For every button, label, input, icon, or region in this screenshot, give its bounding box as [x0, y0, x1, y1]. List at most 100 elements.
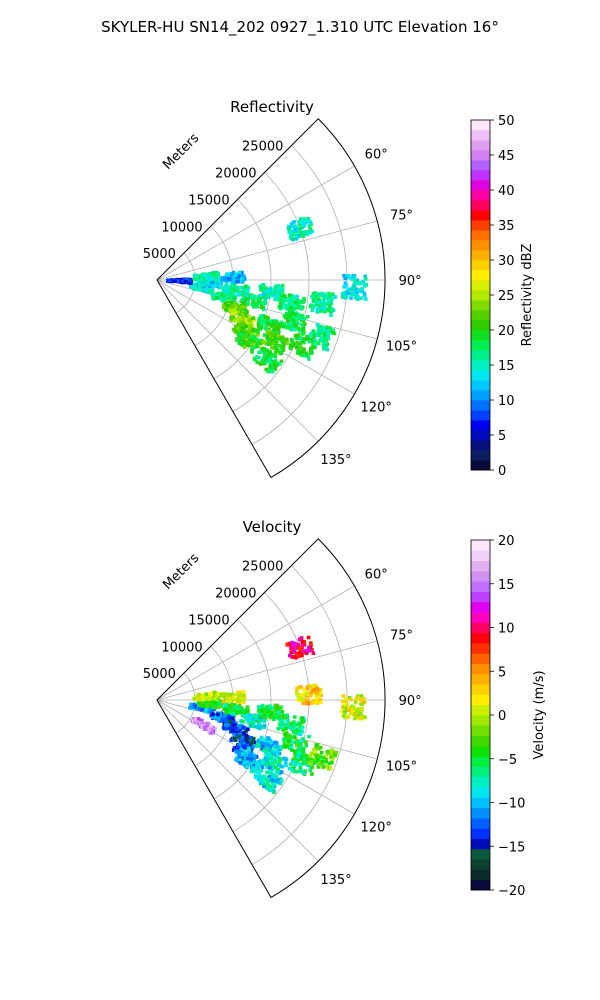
- echo-gate: [351, 287, 355, 291]
- echo-gate: [289, 745, 293, 749]
- echo-gate: [272, 715, 277, 719]
- echo-gate: [221, 699, 225, 704]
- echo-gate: [268, 704, 272, 708]
- colorbar-swatch: [471, 817, 490, 829]
- echo-gate: [290, 748, 294, 752]
- echo-gate: [237, 703, 242, 708]
- echo-gate: [251, 761, 255, 766]
- colorbar-swatch: [471, 581, 490, 592]
- echo-gate: [327, 303, 332, 307]
- echo-gate: [290, 767, 294, 772]
- colorbar-swatch: [471, 390, 490, 401]
- echo-gate: [295, 346, 299, 350]
- echo-gate: [256, 705, 261, 709]
- echo-gate: [238, 323, 243, 327]
- echo-gate: [246, 343, 250, 348]
- echo-gate: [214, 296, 219, 300]
- echo-gate: [239, 342, 244, 346]
- echo-gate: [250, 757, 255, 761]
- echo-gate: [219, 719, 224, 723]
- colorbar-swatch: [471, 160, 490, 171]
- echo-gate: [293, 228, 297, 232]
- colorbar-swatch: [471, 140, 490, 151]
- echo-gate: [229, 273, 233, 278]
- echo-gate: [213, 715, 218, 719]
- echo-gate: [280, 346, 284, 350]
- echo-gate: [232, 308, 236, 313]
- reflectivity-range-ticks: 5000 10000 15000 20000 25000: [143, 140, 284, 263]
- echo-gate: [311, 295, 316, 300]
- echo-gate: [234, 738, 238, 742]
- echo-gate: [263, 357, 268, 362]
- colorbar-swatch: [471, 120, 490, 131]
- echo-gate: [201, 282, 205, 287]
- echo-gate: [299, 317, 303, 321]
- echo-gate: [323, 309, 327, 314]
- echo-gate: [271, 359, 275, 364]
- echo-gate: [351, 274, 355, 278]
- echo-gate: [279, 324, 284, 328]
- echo-gate: [314, 693, 318, 697]
- echo-gate: [295, 294, 299, 299]
- echo-gate: [315, 753, 320, 758]
- echo-gate: [273, 779, 278, 783]
- echo-gate: [329, 298, 333, 303]
- echo-gate: [269, 293, 274, 297]
- echo-gate: [184, 280, 188, 284]
- echo-gate: [205, 722, 209, 726]
- echo-gate: [239, 335, 244, 339]
- echo-gate: [291, 730, 296, 735]
- echo-gate: [346, 274, 351, 278]
- echo-gate: [269, 362, 274, 367]
- echo-gate: [241, 725, 246, 730]
- echo-gate: [244, 715, 249, 720]
- echo-gate: [257, 355, 261, 360]
- echo-gate: [290, 640, 294, 645]
- echo-gate: [214, 701, 219, 706]
- echo-gate: [279, 721, 284, 725]
- echo-gate: [282, 297, 287, 302]
- echo-gate: [202, 707, 207, 711]
- echo-gate: [263, 347, 267, 352]
- range-tick-label: 5000: [143, 247, 176, 262]
- colorbar-swatch: [471, 320, 490, 331]
- echo-gate: [214, 279, 219, 284]
- echo-gate: [301, 351, 305, 355]
- echo-gate: [214, 293, 219, 298]
- azimuth-tick-label: 75°: [390, 629, 413, 644]
- azimuth-spoke: [156, 279, 319, 442]
- echo-gate: [253, 768, 258, 773]
- echo-gate: [241, 278, 245, 283]
- colorbar-swatch: [471, 673, 490, 685]
- echo-gate: [203, 709, 207, 713]
- echo-gate: [228, 699, 233, 703]
- echo-gate: [222, 716, 226, 720]
- echo-gate: [210, 277, 214, 281]
- colorbar-swatch: [471, 460, 490, 471]
- echo-gate: [268, 778, 273, 783]
- echo-gate: [309, 348, 314, 353]
- echo-gate: [289, 645, 294, 649]
- echo-gate: [327, 761, 332, 766]
- echo-gate: [298, 723, 302, 727]
- echo-gate: [249, 723, 254, 728]
- echo-gate: [299, 345, 303, 350]
- echo-gate: [287, 225, 292, 230]
- echo-gate: [268, 359, 273, 363]
- echo-gate: [295, 298, 300, 302]
- echo-gate: [285, 713, 289, 717]
- echo-gate: [266, 330, 271, 334]
- echo-gate: [226, 285, 230, 289]
- echo-gate: [304, 690, 308, 695]
- echo-gate: [312, 688, 316, 692]
- echo-gate: [224, 723, 228, 727]
- echo-gate: [343, 281, 348, 285]
- echo-gate: [298, 742, 303, 746]
- echo-gate: [202, 701, 207, 706]
- echo-gate: [217, 717, 221, 722]
- echo-gate: [276, 710, 281, 714]
- echo-gate: [267, 342, 271, 346]
- echo-gate: [242, 695, 247, 700]
- echo-gate: [273, 367, 278, 371]
- echo-gate: [292, 760, 296, 764]
